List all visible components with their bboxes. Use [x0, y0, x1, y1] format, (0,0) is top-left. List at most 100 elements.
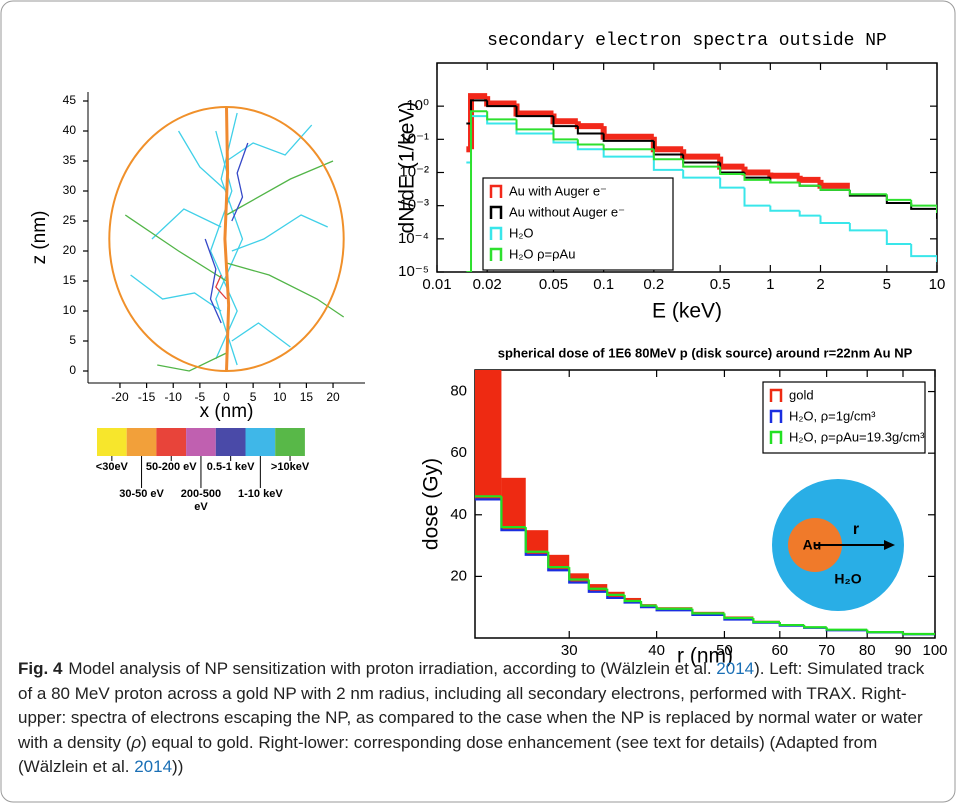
- legend-swatch: [769, 388, 783, 402]
- legend-box: [762, 381, 926, 454]
- track: [177, 130, 227, 192]
- y-tick-label: 20: [63, 243, 77, 257]
- spectrum-step: [515, 106, 554, 118]
- spectrum-step: [576, 126, 604, 135]
- inset-diagram: Au r H₂O: [772, 479, 904, 611]
- plot-area: [124, 106, 345, 372]
- track: [124, 214, 227, 282]
- y-tick-label: 10⁻⁵: [398, 263, 429, 280]
- track: [151, 208, 222, 240]
- legend-swatch: [489, 226, 503, 240]
- x-axis-label: E (keV): [652, 300, 722, 323]
- colorbar-cell: [245, 428, 276, 456]
- dose-bar: [475, 370, 502, 500]
- spectrum-step: [515, 119, 554, 131]
- inset-arrowhead: [884, 540, 895, 550]
- y-tick-label: 40: [450, 506, 467, 523]
- spectrum-step: [652, 149, 684, 161]
- chart-title: secondary electron spectra outside NP: [487, 31, 887, 51]
- legend-label: H₂O: [509, 225, 534, 240]
- caption-text: ). Left: Simulated track of a 80 MeV pro…: [18, 659, 925, 752]
- spectrum-step: [743, 187, 771, 207]
- spectrum-step: [769, 205, 800, 212]
- colorbar-label: 1-10 keV: [238, 488, 283, 500]
- spectrum-step: [602, 133, 654, 142]
- track: [226, 124, 313, 162]
- dose-step: [901, 632, 935, 636]
- colorbar-cell: [156, 428, 187, 456]
- y-tick-label: 40: [63, 123, 77, 137]
- dose-step: [655, 605, 693, 610]
- x-tick-label: 5: [250, 390, 257, 404]
- colorbar-label: 50-200 eV: [145, 461, 197, 473]
- spectrum-step: [819, 215, 850, 225]
- spectrum-step: [486, 111, 517, 121]
- chart-title: spherical dose of 1E6 80MeV p (disk sour…: [498, 345, 913, 360]
- inset-medium-label: H₂O: [834, 571, 861, 587]
- track: [157, 352, 227, 372]
- x-tick-label: 40: [648, 642, 665, 659]
- x-tick-label: 15: [300, 390, 314, 404]
- spectrum-step: [885, 194, 912, 201]
- x-tick-label: 5: [883, 276, 891, 293]
- y-tick-label: 15: [63, 273, 77, 287]
- y-tick-label: 10⁻¹: [399, 130, 429, 147]
- colorbar-cell: [126, 428, 157, 456]
- dose-step: [524, 527, 549, 553]
- dose-step: [606, 588, 625, 596]
- legend-label: Au with Auger e⁻: [509, 183, 607, 198]
- spectrum-step: [552, 116, 578, 128]
- colorbar-label: 30-50 eV: [119, 488, 164, 500]
- colorbar-label: 200-500 eV: [180, 488, 222, 513]
- x-axis-label: r (nm): [677, 645, 733, 668]
- dose-step: [623, 594, 642, 603]
- colorbar-cell: [97, 428, 127, 456]
- y-tick-label: 25: [63, 213, 77, 227]
- spectrum-step: [796, 175, 821, 183]
- legend-box: [482, 177, 674, 271]
- dose-step: [723, 613, 754, 620]
- x-tick-label: 1: [766, 276, 774, 293]
- dose-step: [639, 601, 657, 607]
- y-tick-label: 10⁻⁴: [398, 230, 429, 247]
- colorbar-cell: [186, 428, 216, 456]
- plot-area: [466, 93, 937, 272]
- x-tick-label: 90: [895, 642, 912, 659]
- legend-swatch: [769, 430, 783, 444]
- spectrum-step: [602, 149, 654, 158]
- y-tick-label: 0: [69, 363, 76, 377]
- caption-text: ρ: [131, 732, 142, 752]
- track: [204, 238, 222, 324]
- dose-step: [825, 627, 868, 631]
- dose-step: [587, 579, 608, 590]
- y-tick-label: 30: [63, 183, 77, 197]
- y-axis-label: dN/dE (1/keV): [396, 102, 419, 234]
- x-tick-label: -10: [165, 390, 183, 404]
- caption-text: 2014: [134, 757, 173, 776]
- x-tick-label: 0.5: [710, 276, 731, 293]
- track: [231, 142, 249, 222]
- track: [231, 322, 291, 348]
- legend-label: H₂O, ρ=1g/cm³: [789, 408, 876, 423]
- track: [130, 274, 222, 312]
- caption-label: Fig. 4: [18, 659, 63, 678]
- dose-step: [691, 608, 725, 615]
- dose-bar: [525, 530, 549, 555]
- spectrum-step: [719, 166, 745, 176]
- x-tick-label: 0.05: [539, 276, 568, 293]
- track: [231, 214, 328, 252]
- x-tick-label: 80: [859, 642, 876, 659]
- dose-step: [866, 629, 903, 634]
- y-tick-label: 10⁻²: [399, 163, 429, 180]
- spectrum-step: [652, 156, 684, 171]
- legend-swatch: [489, 184, 503, 198]
- y-tick-label: 10⁰: [406, 97, 429, 114]
- spectrum-step: [602, 144, 654, 151]
- inset-core-label: Au: [803, 537, 822, 553]
- caption: Fig. 4 Model analysis of NP sensitization…: [18, 657, 943, 780]
- y-tick-label: 5: [69, 333, 76, 347]
- nanoparticle-outline: [108, 106, 345, 372]
- dose-bar: [501, 477, 526, 531]
- x-axis-label: x (nm): [200, 401, 254, 422]
- dose-step: [778, 621, 805, 627]
